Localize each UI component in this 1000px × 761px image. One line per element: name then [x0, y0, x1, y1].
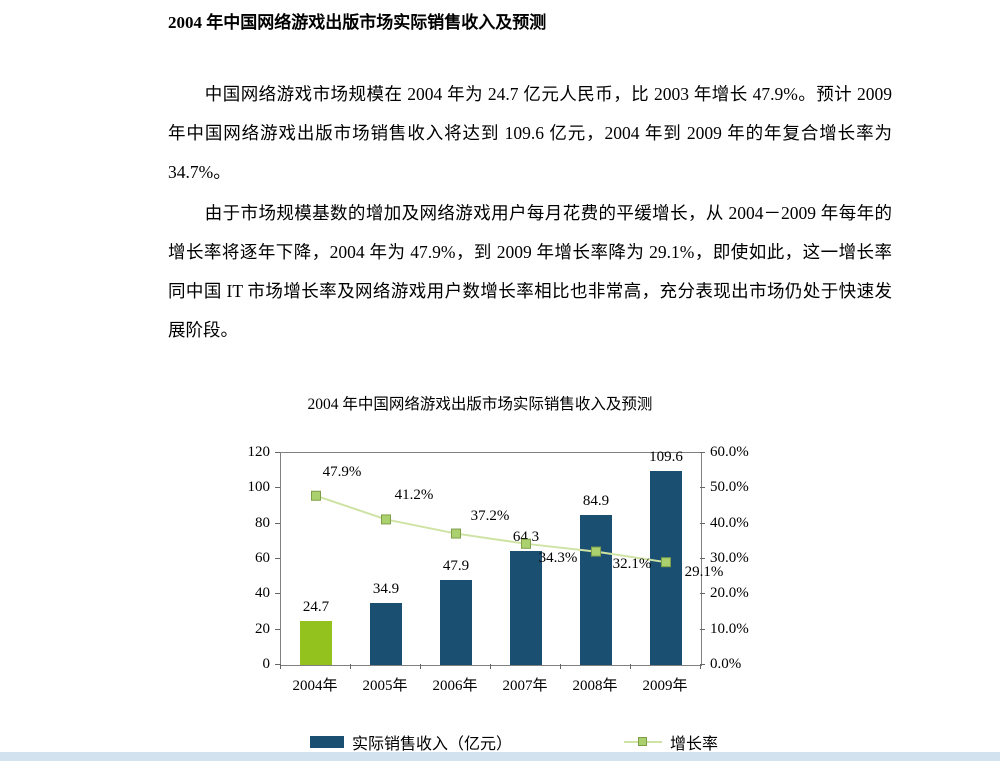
legend-label-revenue: 实际销售收入（亿元）	[352, 736, 513, 753]
left-axis-tick-mark	[275, 522, 280, 524]
legend-item-revenue: 实际销售收入（亿元）	[310, 730, 512, 754]
bar	[440, 580, 472, 665]
bar-value-label: 109.6	[649, 449, 683, 466]
chart-legend: 实际销售收入（亿元） 增长率	[310, 730, 718, 754]
bar	[580, 515, 612, 665]
bar	[300, 621, 332, 665]
left-axis-tick-label: 60	[255, 550, 270, 566]
paragraph-2: 由于市场规模基数的增加及网络游戏用户每月花费的平缓增长，从 2004－2009 …	[168, 203, 892, 340]
growth-rate-label: 34.3%	[538, 549, 578, 566]
left-axis-tick-mark	[275, 487, 280, 489]
bar-series-swatch	[310, 736, 344, 748]
legend-label-growth: 增长率	[670, 736, 719, 753]
left-axis-tick-label: 20	[255, 620, 270, 637]
right-axis-tick-label: 0.0%	[710, 656, 742, 672]
chart: 2004 年中国网络游戏出版市场实际销售收入及预测 24.7 34.9 47.9 64…	[230, 392, 790, 761]
x-axis-tick-mark	[630, 664, 631, 669]
right-axis-tick-mark	[700, 558, 705, 559]
left-axis-tick-mark	[275, 452, 280, 453]
bar-value-label: 84.9	[582, 493, 610, 509]
bottom-strip	[0, 752, 1000, 761]
right-axis-tick-label: 50.0%	[710, 479, 749, 496]
right-axis-tick-mark	[700, 452, 705, 453]
bar	[510, 551, 542, 665]
x-axis-tick-mark	[420, 664, 421, 669]
right-axis-tick-mark	[700, 522, 705, 524]
document-body: 2004 年中国网络游戏出版市场实际销售收入及预测 中国网络游戏市场规模在 20…	[168, 0, 892, 352]
x-axis-tick-mark	[490, 664, 491, 669]
plot-area: 24.7 34.9 47.9 64.3 84.9 109.6 47.9% 41.2% 37.2%…	[280, 449, 723, 666]
right-axis-tick-label: 60.0%	[710, 444, 749, 460]
x-axis-tick-label: 2004年	[292, 678, 338, 694]
right-axis-tick-mark	[700, 664, 705, 665]
bar-value-label: 64.3	[512, 529, 540, 546]
right-axis-tick-label: 10.0%	[710, 620, 749, 637]
left-axis-tick-label: 80	[255, 514, 270, 531]
x-axis-tick-label: 2008年	[572, 678, 618, 694]
right-axis-tick-label: 20.0%	[710, 585, 749, 602]
x-axis-tick-label: 2009年	[642, 678, 688, 694]
line-series-swatch	[624, 737, 663, 746]
x-axis-tick-mark	[280, 664, 281, 669]
x-axis-tick-mark	[560, 664, 561, 669]
paragraph-1: 中国网络游戏市场规模在 2004 年为 24.7 亿元人民币，比 2003 年增…	[168, 84, 892, 182]
bar	[370, 603, 402, 665]
bar-value-label: 24.7	[302, 599, 330, 616]
growth-rate-label: 47.9%	[322, 463, 362, 480]
legend-item-growth: 增长率	[624, 730, 718, 754]
right-axis-tick-mark	[700, 593, 705, 595]
line-marker-icon	[311, 490, 321, 501]
bar-value-label: 34.9	[372, 581, 400, 598]
x-axis-tick-mark	[350, 664, 351, 669]
growth-rate-label: 41.2%	[394, 487, 434, 504]
left-axis-tick-label: 120	[247, 444, 271, 460]
chart-canvas: 24.7 34.9 47.9 64.3 84.9 109.6 47.9% 41.2% 37.2%…	[230, 392, 790, 702]
growth-rate-label: 37.2%	[470, 507, 510, 524]
left-axis-tick-mark	[275, 558, 280, 559]
line-marker-icon	[451, 528, 461, 539]
right-axis-tick-label: 40.0%	[710, 514, 749, 531]
growth-rate-label: 32.1%	[612, 555, 652, 572]
growth-rate-label: 29.1%	[684, 564, 724, 581]
bar-value-label: 47.9	[442, 558, 470, 575]
left-axis-tick-label: 40	[255, 585, 270, 602]
line-marker-icon	[381, 514, 391, 525]
right-axis-tick-mark	[700, 487, 705, 489]
left-axis-tick-mark	[275, 628, 280, 630]
left-axis-tick-mark	[275, 593, 280, 595]
left-axis-tick-label: 0	[262, 656, 271, 672]
document-title: 2004 年中国网络游戏出版市场实际销售收入及预测	[168, 13, 547, 32]
left-axis-tick-label: 100	[247, 479, 271, 496]
left-axis-tick-mark	[275, 664, 280, 665]
right-axis-tick-label: 30.0%	[710, 550, 749, 566]
x-axis-tick-label: 2007年	[502, 678, 548, 694]
right-axis-tick-mark	[700, 628, 705, 630]
x-axis-tick-label: 2005年	[362, 678, 408, 694]
x-axis-tick-label: 2006年	[432, 678, 478, 694]
line-series-marker-icon	[638, 737, 648, 746]
x-axis-tick-mark	[700, 664, 701, 669]
chart-title: 2004 年中国网络游戏出版市场实际销售收入及预测	[307, 396, 653, 413]
